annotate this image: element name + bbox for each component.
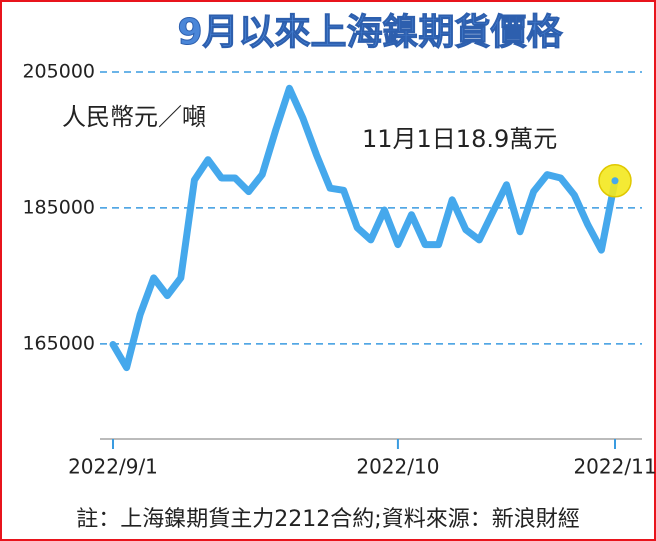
annotation: 11月1日18.9萬元	[362, 125, 557, 153]
y-unit-label: 人民幣元／噸	[62, 103, 206, 131]
y-tick-label: 185000	[22, 196, 95, 218]
x-tick-label: 2022/9/1	[68, 455, 158, 479]
chart-title: 9月以來上海鎳期貨價格	[177, 11, 563, 53]
x-tick-label: 2022/10	[356, 455, 439, 479]
price-line	[109, 84, 619, 372]
last-point	[611, 177, 619, 185]
y-tick-label: 205000	[22, 61, 95, 83]
note: 註：上海鎳期貨主力2212合約;資料來源：新浪財經	[76, 507, 579, 532]
x-tick-label: 2022/11	[573, 455, 656, 479]
y-tick-label: 165000	[22, 332, 95, 354]
